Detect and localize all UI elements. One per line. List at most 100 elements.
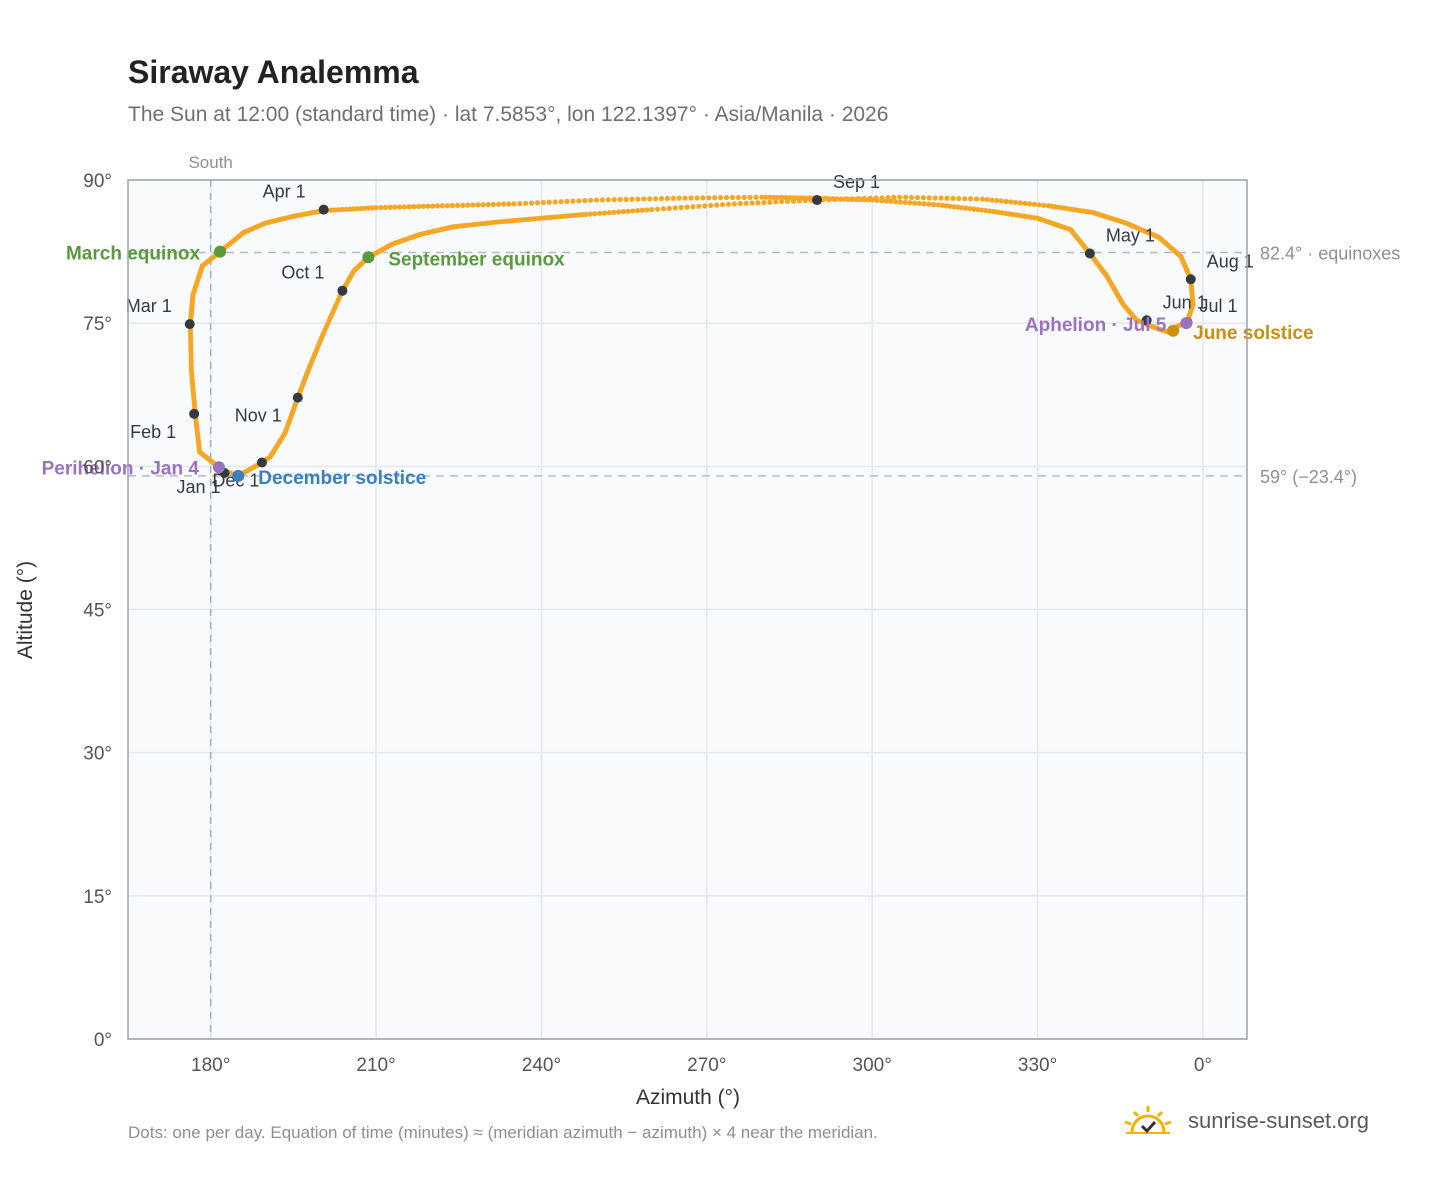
- x-tick-label: 330°: [1018, 1055, 1057, 1076]
- analemma-dot: [649, 206, 655, 213]
- analemma-dot: [1017, 200, 1023, 206]
- event-point: [214, 245, 227, 258]
- analemma-dot: [753, 194, 759, 200]
- analemma-dot: [690, 204, 696, 210]
- analemma-dot: [873, 195, 879, 201]
- analemma-dot: [702, 203, 708, 209]
- analemma-dot: [700, 195, 706, 201]
- analemma-dot: [392, 204, 398, 210]
- reference-line-label: 82.4° · equinoxes: [1260, 244, 1400, 264]
- reference-line-label: 59° (−23.4°): [1260, 467, 1357, 487]
- analemma-dot: [490, 201, 496, 208]
- y-axis-label: Altitude (°): [14, 561, 37, 659]
- month-point: [1185, 274, 1196, 285]
- analemma-dot: [552, 199, 558, 205]
- analemma-dot: [411, 203, 417, 210]
- analemma-dot: [984, 196, 990, 203]
- analemma-dot: [790, 198, 797, 204]
- x-tick-label: 240°: [522, 1055, 561, 1076]
- analemma-dot: [761, 199, 767, 206]
- analemma-dot: [444, 203, 450, 209]
- footnote: Dots: one per day. Equation of time (min…: [128, 1123, 878, 1142]
- analemma-dot: [759, 194, 765, 200]
- analemma-dot: [775, 194, 781, 201]
- analemma-dot: [1008, 199, 1014, 205]
- analemma-dot: [1003, 198, 1009, 205]
- analemma-dot: [912, 200, 918, 206]
- analemma-dot: [434, 203, 441, 209]
- x-tick-label: 180°: [191, 1055, 230, 1076]
- analemma-dot: [973, 196, 980, 202]
- analemma-dot: [926, 195, 932, 201]
- analemma-dot: [998, 198, 1004, 204]
- analemma-dot: [625, 208, 631, 214]
- event-point: [1167, 324, 1180, 337]
- analemma-dot: [439, 203, 445, 209]
- analemma-dot: [938, 195, 944, 201]
- analemma-dot: [641, 196, 647, 202]
- analemma-dot: [779, 194, 785, 201]
- analemma-dot: [611, 209, 617, 215]
- analemma-dot: [975, 206, 981, 213]
- brand-name: sunrise-sunset.org: [1188, 1108, 1369, 1133]
- analemma-dot: [926, 201, 932, 207]
- analemma-dot: [654, 206, 661, 212]
- month-label: Jun 1: [1163, 292, 1207, 312]
- sun-logo-icon: [1124, 1106, 1172, 1134]
- analemma-dot: [731, 201, 737, 207]
- month-point: [292, 392, 303, 403]
- analemma-dot: [425, 203, 431, 209]
- analemma-dot: [955, 204, 961, 210]
- analemma-dot: [897, 199, 904, 205]
- x-tick-label: 210°: [356, 1055, 395, 1076]
- month-label: Aug 1: [1207, 251, 1254, 271]
- analemma-dot: [382, 204, 389, 211]
- analemma-dot: [914, 194, 921, 201]
- analemma-dot: [387, 204, 393, 210]
- analemma-dot: [706, 195, 712, 201]
- analemma-dot: [449, 202, 456, 209]
- analemma-dot: [767, 199, 773, 205]
- x-axis-ticks: 180° 210° 240° 270° 300° 330° 0°: [191, 1055, 1212, 1076]
- x-tick-label: 0°: [1194, 1055, 1212, 1076]
- y-axis-ticks: 0° 15° 30° 45° 60° 75° 90°: [83, 171, 112, 1051]
- analemma-dot: [861, 195, 867, 202]
- analemma-dot: [629, 196, 635, 202]
- analemma-dot: [967, 196, 974, 202]
- analemma-dot: [849, 196, 856, 202]
- analemma-dot: [460, 202, 466, 208]
- analemma-dot: [430, 203, 436, 209]
- analemma-dot: [365, 205, 372, 211]
- analemma-dot: [908, 194, 915, 201]
- month-label: Sep 1: [833, 172, 880, 192]
- analemma-dot: [963, 205, 969, 211]
- brand[interactable]: sunrise-sunset.org: [1122, 1104, 1369, 1138]
- analemma-dot: [620, 209, 626, 215]
- analemma-dot: [454, 202, 461, 208]
- analemma-dot: [979, 196, 986, 202]
- analemma-dot: [920, 195, 926, 201]
- event-label: March equinox: [66, 244, 201, 265]
- analemma-dot: [943, 203, 949, 209]
- event-label: Perihelion · Jan 4: [42, 458, 200, 479]
- analemma-dot: [743, 200, 749, 206]
- analemma-dot: [653, 196, 659, 202]
- month-point: [318, 204, 329, 215]
- analemma-dot: [517, 200, 523, 207]
- analemma-dot: [971, 206, 977, 212]
- y-tick-label: 30°: [83, 744, 112, 765]
- analemma-dot: [351, 206, 357, 212]
- event-point: [232, 469, 245, 482]
- y-tick-label: 60°: [83, 457, 112, 478]
- month-point: [1084, 248, 1095, 259]
- analemma-dot: [735, 194, 741, 201]
- analemma-dot: [597, 210, 603, 216]
- y-tick-label: 75°: [83, 314, 112, 335]
- analemma-dot: [401, 204, 408, 210]
- analemma-dot: [921, 201, 927, 207]
- analemma-dot: [719, 202, 726, 208]
- analemma-dot: [694, 195, 700, 201]
- x-tick-label: 270°: [687, 1055, 726, 1076]
- analemma-dot: [885, 194, 891, 201]
